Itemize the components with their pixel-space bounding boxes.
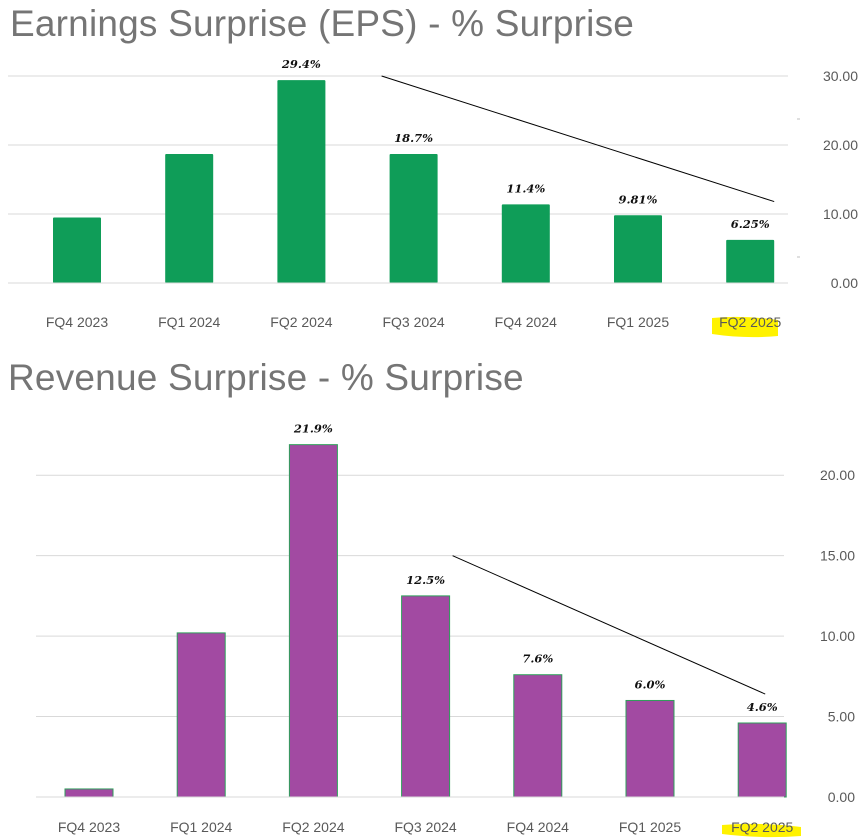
- eps-category-label: FQ2 2024: [270, 314, 332, 330]
- eps-category-label: FQ1 2024: [158, 314, 220, 330]
- revenue-category-label: FQ1 2024: [170, 819, 232, 835]
- revenue-bar: [625, 699, 675, 798]
- revenue-highlight-marker: [722, 823, 801, 838]
- eps-category-label: FQ2 2025: [719, 314, 781, 330]
- revenue-data-label: 4.6%: [747, 700, 778, 714]
- eps-data-label: 11.4%: [506, 181, 545, 195]
- revenue-category-label: FQ1 2025: [619, 819, 681, 835]
- revenue-data-label: 6.0%: [635, 677, 666, 691]
- revenue-category-label: FQ4 2024: [507, 819, 569, 835]
- eps-trend-line: [381, 75, 775, 203]
- revenue-bar: [176, 632, 226, 798]
- revenue-bar: [401, 595, 451, 798]
- eps-y-tick-label: 30.00: [823, 68, 858, 84]
- eps-y-tick-label: 20.00: [823, 137, 858, 153]
- eps-bar: [726, 239, 775, 283]
- revenue-category-label: FQ4 2023: [58, 819, 120, 835]
- eps-highlight-marker: [712, 316, 778, 338]
- revenue-bar: [64, 788, 114, 798]
- eps-category-label: FQ1 2025: [607, 314, 669, 330]
- eps-data-label: 9.81%: [619, 192, 658, 206]
- revenue-category-label: FQ2 2024: [282, 819, 344, 835]
- revenue-y-tick-label: 0.00: [828, 789, 855, 805]
- eps-bar: [53, 217, 101, 283]
- revenue-bar: [737, 722, 787, 798]
- revenue-y-tick-label: 15.00: [820, 548, 855, 564]
- eps-bar: [277, 80, 326, 283]
- eps-bar: [501, 204, 550, 283]
- eps-data-label: 6.25%: [731, 217, 770, 231]
- eps-bar: [165, 153, 214, 283]
- revenue-y-tick-label: 20.00: [820, 467, 855, 483]
- eps-data-label: 18.7%: [394, 131, 433, 145]
- eps-category-label: FQ3 2024: [382, 314, 444, 330]
- eps-chart: 0.00 10.00 20.00 30.00 29.4% 18.7% 11.4% 9.81% 6…: [8, 57, 858, 338]
- eps-data-label: 29.4%: [281, 57, 321, 71]
- revenue-data-label: 7.6%: [522, 652, 553, 666]
- revenue-category-label: FQ2 2025: [731, 819, 793, 835]
- eps-y-tick-label: 10.00: [823, 206, 858, 222]
- eps-bar: [614, 215, 662, 283]
- revenue-data-label: 12.5%: [406, 573, 445, 587]
- eps-category-label: FQ4 2024: [495, 314, 557, 330]
- revenue-bar: [513, 674, 563, 798]
- revenue-y-tick-label: 5.00: [828, 709, 855, 725]
- eps-chart-title: Earnings Surprise (EPS) - % Surprise: [10, 3, 635, 44]
- revenue-chart-title: Revenue Surprise - % Surprise: [8, 357, 524, 398]
- revenue-trend-line: [452, 555, 766, 695]
- revenue-y-tick-label: 10.00: [820, 628, 855, 644]
- revenue-bar: [288, 444, 338, 798]
- eps-y-tick-label: 0.00: [831, 275, 858, 291]
- revenue-data-label: 21.9%: [293, 422, 333, 436]
- eps-bar: [389, 153, 438, 283]
- revenue-category-label: FQ3 2024: [394, 819, 456, 835]
- eps-category-label: FQ4 2023: [46, 314, 108, 330]
